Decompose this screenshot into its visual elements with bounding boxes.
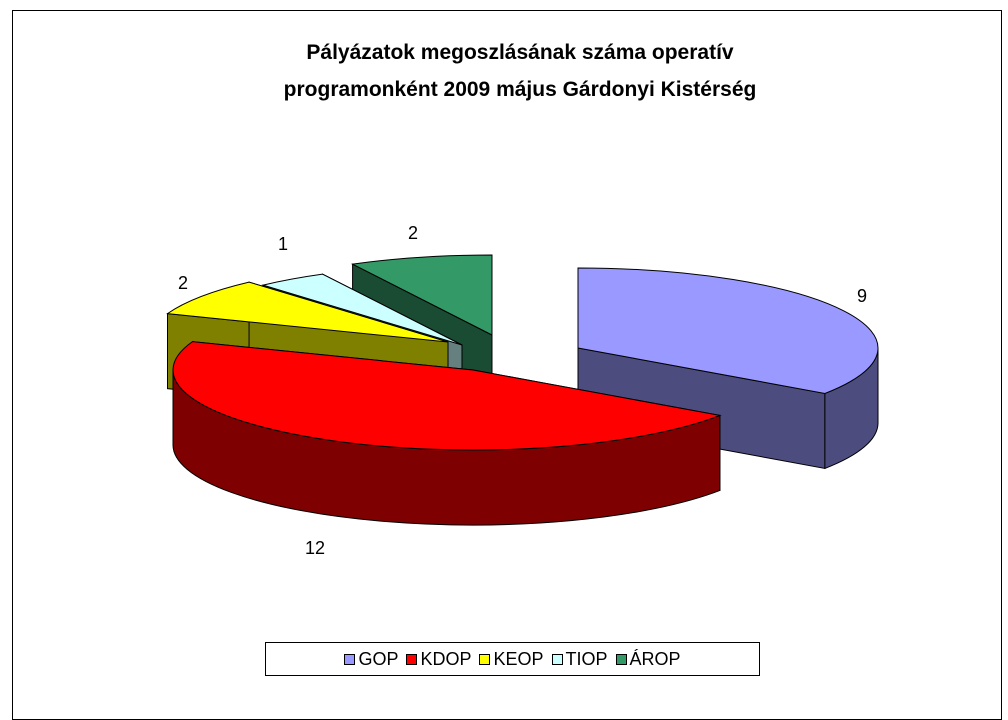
slice-top [166,281,449,343]
slice-top [577,267,879,394]
legend-item: KEOP [479,648,544,670]
legend-label: TIOP [565,648,608,669]
legend-label: ÁROP [629,648,681,669]
slice-top [261,273,463,346]
slice [577,267,879,470]
data-label: 2 [178,273,188,293]
data-label: 9 [857,286,867,306]
legend-swatch [479,653,491,665]
data-label: 2 [408,223,418,243]
legend: GOP KDOP KEOP TIOP ÁROP [265,642,760,676]
legend-item: KDOP [406,649,471,670]
data-label: 1 [278,234,288,254]
legend-item: TIOP [551,648,608,670]
legend-swatch [406,653,418,665]
legend-item: GOP [344,649,398,670]
slice-top [172,341,722,451]
chart-title: Pályázatok megoszlásának száma operatív … [283,41,757,101]
legend-label: GOP [358,648,399,669]
legend-label: KDOP [420,648,472,669]
legend-swatch [615,653,627,665]
legend-swatch [551,653,563,665]
legend-label: KEOP [493,648,544,669]
data-label: 12 [305,538,325,558]
slice-top [350,254,493,336]
legend-swatch [344,653,356,665]
legend-item: ÁROP [615,648,681,670]
slice [172,341,722,526]
